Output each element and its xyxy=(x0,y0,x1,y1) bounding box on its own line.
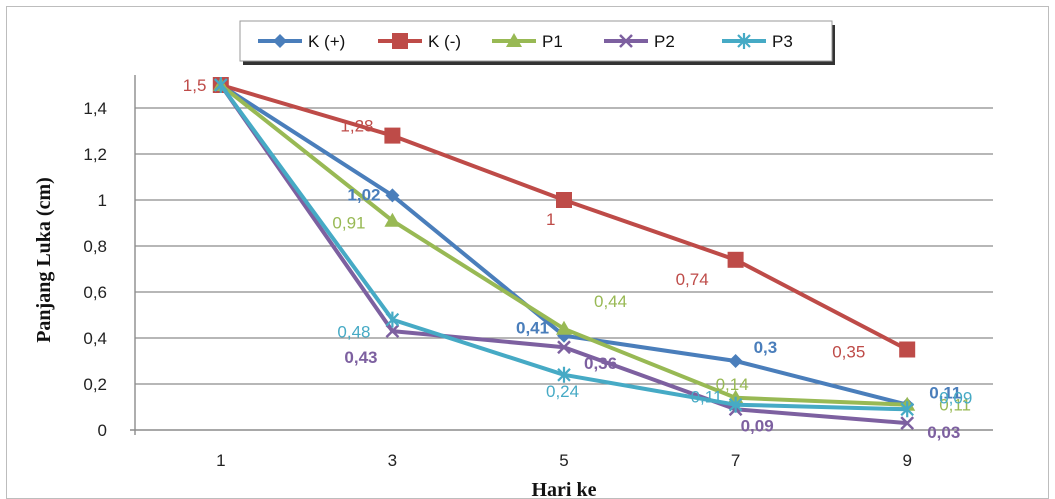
x-axis-title: Hari ke xyxy=(532,479,597,499)
data-label: 0,74 xyxy=(676,270,709,289)
legend: K (+) K (-) P1 P2 P3 xyxy=(239,20,835,65)
series-lines xyxy=(212,77,916,430)
data-point-marker xyxy=(214,77,228,93)
data-point-marker xyxy=(899,341,916,358)
data-point-marker xyxy=(385,311,400,328)
y-tick-label: 0,4 xyxy=(83,329,107,348)
axes: 0 0,2 0,4 0,6 0,8 1 1,2 1,4 1 3 5 7 9 xyxy=(83,75,993,470)
series-line-p1 xyxy=(219,83,908,407)
data-point-marker xyxy=(556,192,572,208)
series-line-p3 xyxy=(219,83,908,412)
data-label: 0,09 xyxy=(741,416,774,435)
data-point-marker xyxy=(557,366,571,383)
data-label: 0,3 xyxy=(754,338,778,357)
data-label: 0,24 xyxy=(546,382,579,401)
legend-entry-label: P1 xyxy=(542,32,563,51)
data-label: 0,11 xyxy=(939,396,971,415)
x-tick-label: 7 xyxy=(731,451,740,470)
y-tick-label: 1,2 xyxy=(83,145,107,164)
x-tick-label: 9 xyxy=(902,451,911,470)
legend-marker xyxy=(273,34,287,48)
y-tick-label: 0,2 xyxy=(83,375,107,394)
data-label: 0,44 xyxy=(594,292,627,311)
data-label: 0,14 xyxy=(716,375,749,394)
data-label: 0,35 xyxy=(832,343,865,362)
y-tick-label: 1 xyxy=(98,191,107,210)
series-line-k xyxy=(219,83,908,407)
legend-entry-label: P3 xyxy=(772,32,793,51)
data-labels: 1,02 0,41 0,3 0,11 1,5 1,28 1 0,74 0,35 0,91 0,44 0… xyxy=(183,76,972,442)
legend-marker xyxy=(392,33,408,49)
x-tick-label: 5 xyxy=(559,451,568,470)
data-label: 0,41 xyxy=(516,319,549,338)
legend-entry-label: K (+) xyxy=(308,32,345,51)
data-point-marker xyxy=(557,340,571,355)
y-tick-label: 0,8 xyxy=(83,237,107,256)
data-label: 0,11 xyxy=(929,384,961,403)
data-label: 0,09 xyxy=(939,388,972,407)
data-label: 1,5 xyxy=(183,76,207,95)
data-label: 1,28 xyxy=(340,117,373,136)
data-point-marker xyxy=(385,188,400,203)
data-point-marker xyxy=(385,324,400,338)
data-label: 0,03 xyxy=(927,423,960,442)
legend-marker xyxy=(619,34,633,48)
chart-frame xyxy=(6,6,1049,499)
x-tick-label: 1 xyxy=(216,451,225,470)
data-label: 1,02 xyxy=(347,185,380,204)
y-tick-label: 0 xyxy=(98,421,107,440)
legend-marker xyxy=(737,33,751,49)
data-label: 0,91 xyxy=(332,214,365,233)
data-point-marker xyxy=(384,127,401,144)
y-tick-label: 1,4 xyxy=(83,99,107,118)
legend-entry-label: K (-) xyxy=(428,32,461,51)
data-point-marker xyxy=(900,416,915,430)
data-point-marker xyxy=(384,212,401,227)
data-label: 0,36 xyxy=(584,354,617,373)
x-tick-label: 3 xyxy=(388,451,397,470)
legend-marker xyxy=(506,33,522,47)
data-point-marker xyxy=(728,396,743,413)
data-point-marker xyxy=(727,251,744,268)
data-point-marker xyxy=(900,401,914,418)
y-tick-label: 0,6 xyxy=(83,283,107,302)
y-axis-title: Panjang Luka (cm) xyxy=(33,177,55,343)
data-label: 0,48 xyxy=(337,323,370,342)
series-line-k xyxy=(220,83,909,352)
data-point-marker xyxy=(728,354,743,368)
data-label: 1 xyxy=(546,210,555,229)
data-label: 0,11 xyxy=(691,388,723,407)
data-label: 0,43 xyxy=(344,348,377,367)
data-point-marker xyxy=(556,320,572,335)
legend-entry-label: P2 xyxy=(654,32,675,51)
